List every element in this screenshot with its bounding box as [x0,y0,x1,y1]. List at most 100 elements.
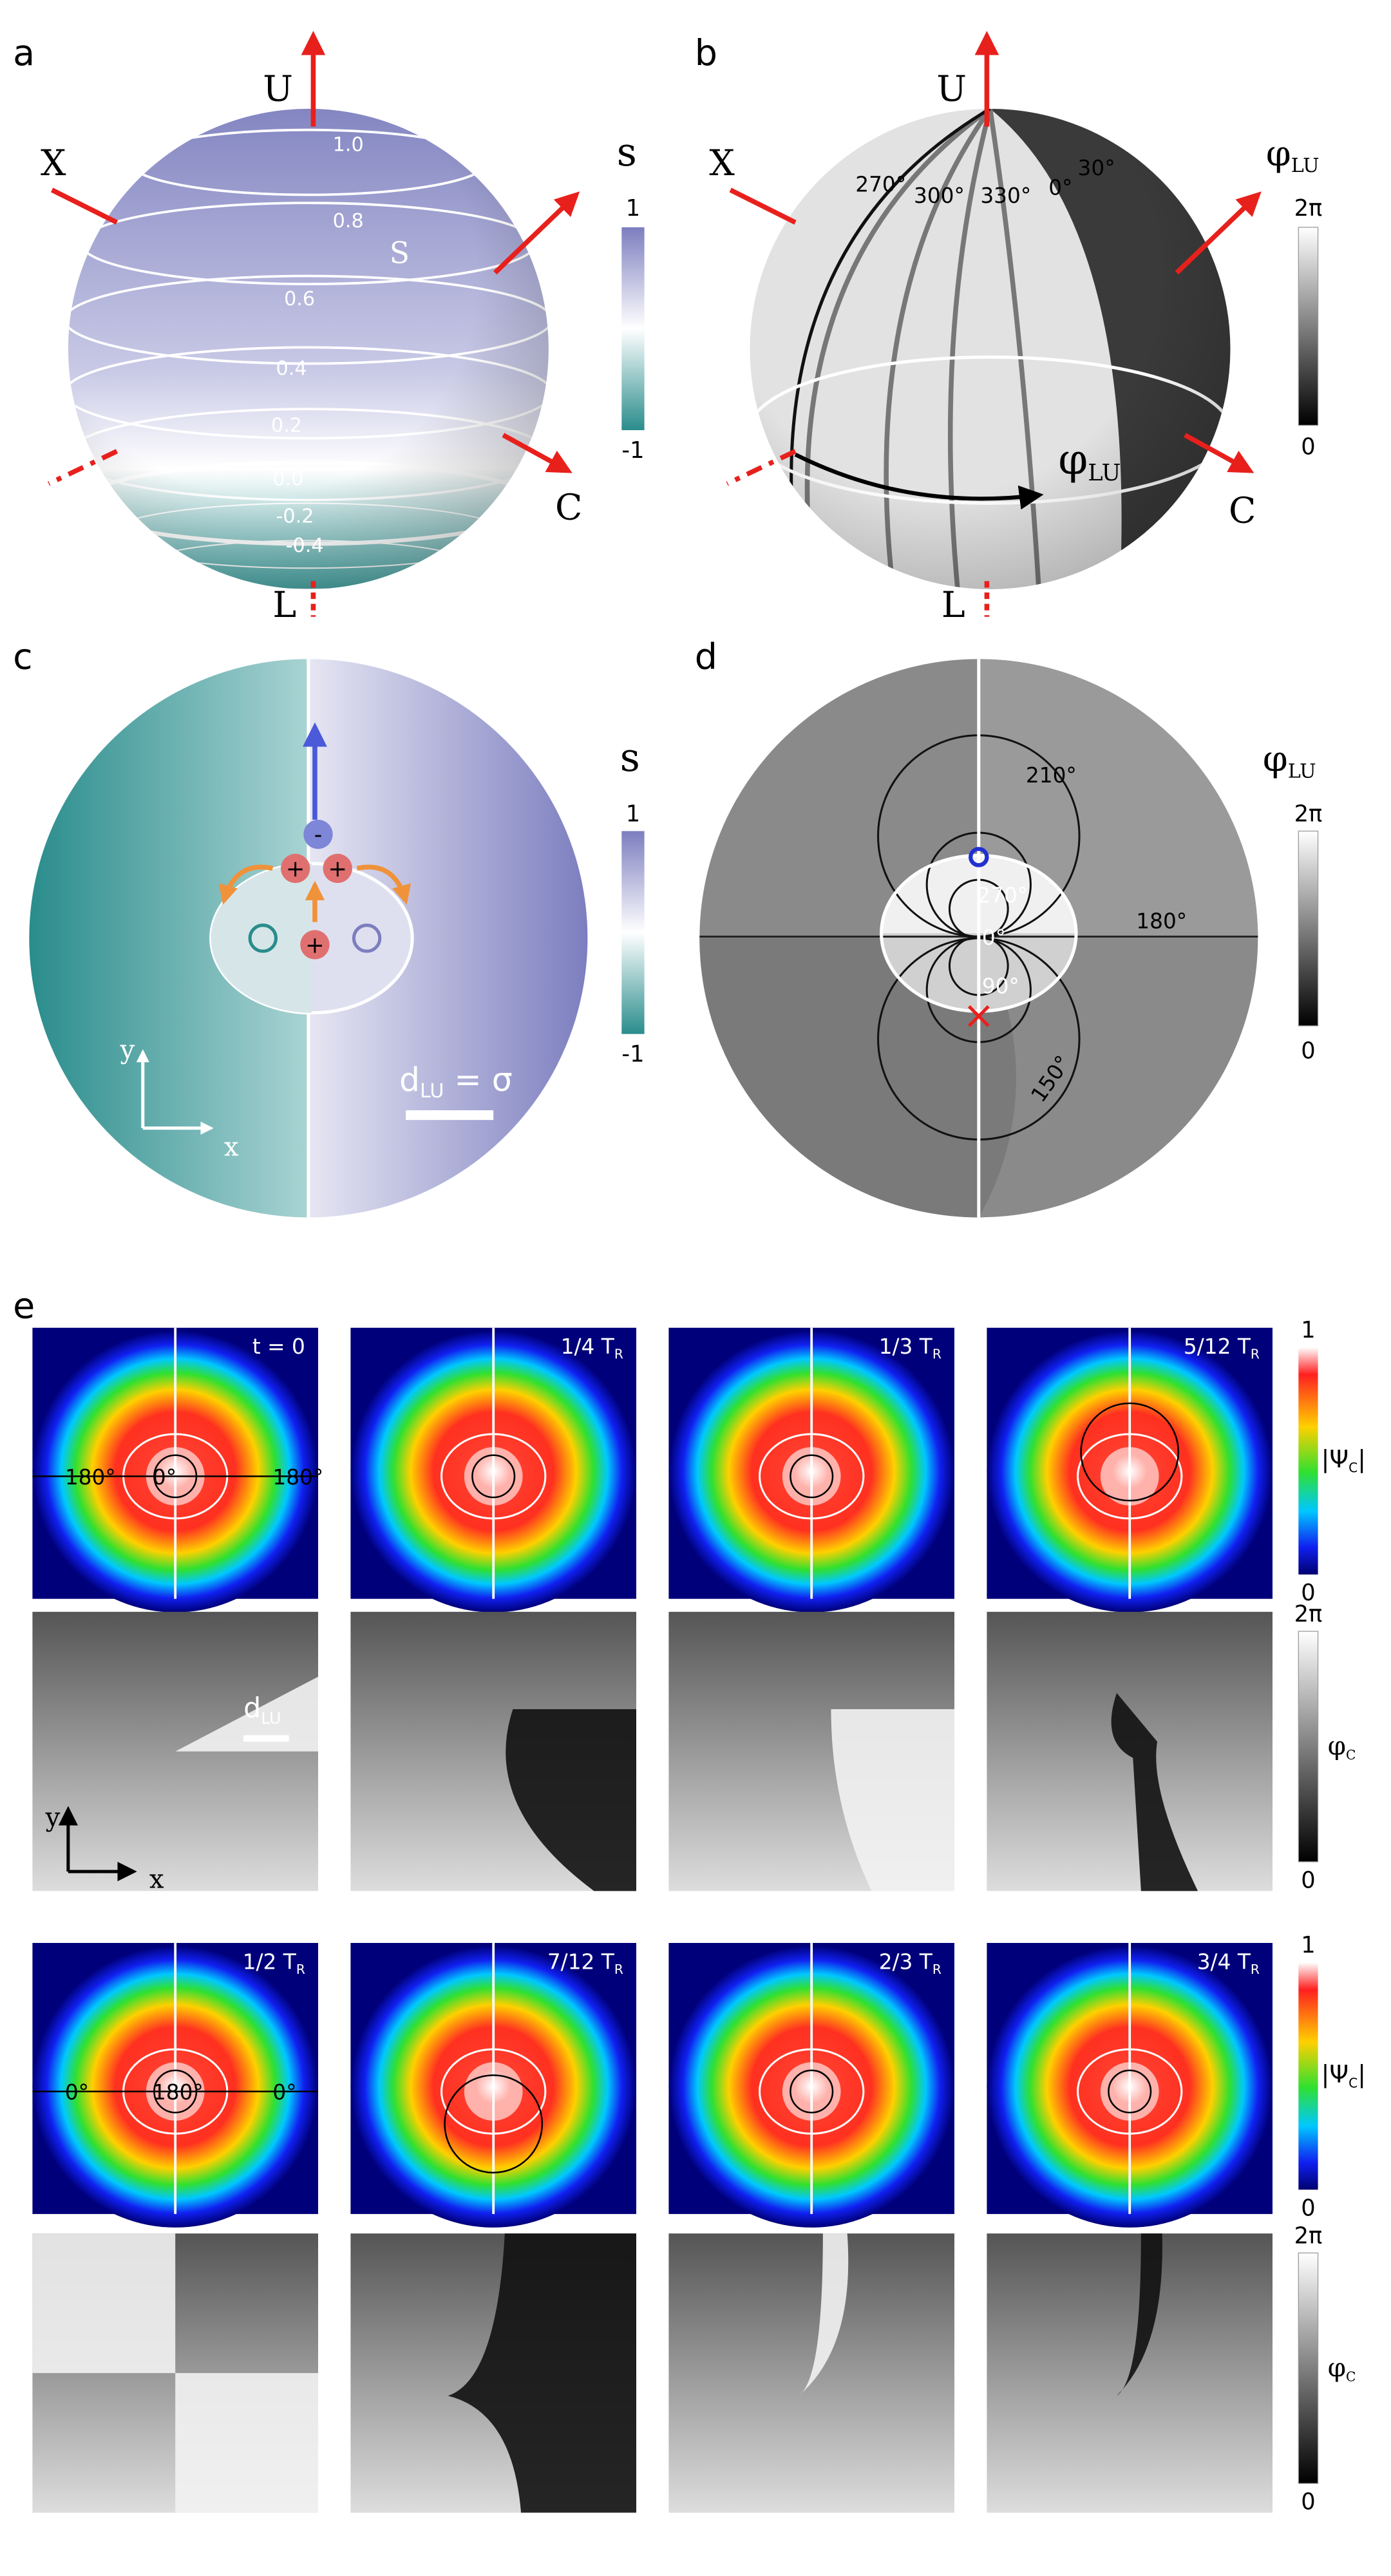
colorbar-max: 1 [1301,1932,1315,1958]
colorbar-symbol: φ [1328,1731,1346,1761]
colorbar-title: s [620,735,640,781]
axis-label: C [1229,491,1256,532]
vortex [352,923,382,953]
arc-sub: LU [1088,460,1121,486]
colorbar-max: 2π [1294,1601,1323,1627]
vortex-x [967,1005,990,1027]
white-contour [759,1433,865,1520]
colorbar-title: φLU [1266,133,1320,177]
angle-label: 180° [153,2080,203,2105]
phase-cut [448,2233,637,2513]
tile: 2/3 TR [668,1942,955,2513]
vortex-o [969,847,989,867]
axis-label: C [555,488,582,529]
contour-label: 0.0 [272,468,303,491]
time-sub: R [296,1962,305,1977]
colorbar-max: 1 [626,195,640,222]
x-label: x [149,1864,164,1894]
panel-label: d [695,636,717,677]
y-label: y [120,1034,135,1065]
phase-arrow [794,452,1044,510]
vortex [248,923,278,953]
scale-symbol: d [243,1692,261,1725]
white-contour [1077,2048,1183,2135]
time-sub: R [614,1962,623,1977]
angle-label: 90° [982,974,1019,999]
panel-a: a U X C L S 1.0 0.8 0.6 0.4 0.2 0.0 -0.2 -0.4 s… [13,30,645,626]
tile: t = 0 180° 0° 180° dLU y x [32,1327,323,1894]
panel-label: b [695,33,717,74]
contour-label: 1.0 [333,133,364,156]
colorbar-sub: LU [1288,760,1316,782]
axis-label: U [263,68,293,109]
angle-label: 270° [855,172,906,196]
charge-sign: + [305,933,325,959]
y-label: y [45,1803,61,1833]
axis-label: X [709,143,735,184]
colorbar [621,831,645,1034]
angle-label: 180° [1136,909,1187,934]
colorbar-sub: C [1348,1460,1358,1475]
angle-label: 300° [914,184,965,208]
time-sub: R [932,1347,942,1362]
tile: 1/4 TR [350,1327,637,1891]
time-label: 1/2 TR [243,1949,305,1977]
x-label: x [224,1132,239,1162]
time-sub: R [1251,1962,1260,1977]
time-label: t = 0 [252,1334,305,1359]
orange-arrow [356,864,412,905]
contour-label: -0.4 [286,535,324,557]
colorbar [1298,1962,1318,2190]
colorbar-max: 2π [1294,195,1323,222]
axis-label: X [41,143,66,184]
colorbar-min: 0 [1301,1580,1315,1606]
contour-label: 0.6 [284,288,315,310]
colorbar [621,227,645,430]
colorbar-min: 0 [1301,2195,1315,2221]
colorbar-symbol: φ [1263,739,1288,780]
time-sub: R [932,1962,942,1977]
time-text: t = 0 [252,1334,305,1359]
scale-rest: = σ [444,1061,512,1099]
panel-c: c - + + + y x dLU = σ s 1 -1 [13,636,645,1218]
arc-label: φLU [1058,435,1121,486]
contour-label: 0.8 [333,210,364,232]
time-label: 3/4 TR [1197,1949,1260,1977]
time-sub: R [614,1347,623,1362]
phase-cut [799,2233,849,2396]
colorbar-min: 0 [1301,434,1315,460]
charge [323,853,352,884]
colorbar-max: 2π [1294,2222,1323,2249]
axes-arrows [726,30,1262,617]
time-text: 1/4 T [561,1334,615,1359]
charge-sign: + [328,856,347,882]
time-text: 2/3 T [879,1949,933,1974]
colorbar-pre: |Ψ [1321,1445,1349,1474]
phase-cut [32,2233,319,2513]
white-contour [1077,1433,1183,1520]
time-text: 1/3 T [879,1334,933,1359]
angle-label: 30° [1078,156,1115,180]
scale-sub: LU [261,1709,281,1728]
black-contour [471,1454,516,1499]
tile: 1/3 TR [668,1327,955,1891]
colorbar-sub: C [1346,2369,1356,2385]
contour-label: 0.4 [276,357,307,380]
time-text: 1/2 T [243,1949,297,1974]
sphere-shade [750,108,1231,589]
time-label: 1/3 TR [879,1334,942,1362]
colorbar [1298,1631,1319,1862]
colorbar [1298,830,1319,1027]
time-text: 3/4 T [1197,1949,1251,1974]
white-contour [759,2048,865,2135]
disk-quadrant [978,659,1258,938]
contour-label: -0.2 [276,506,314,528]
colorbar-sub: C [1348,2075,1358,2090]
colorbar-post: | [1358,1445,1366,1474]
arc-symbol: φ [1058,435,1088,484]
colorbar-title: φC [1328,2353,1356,2385]
time-text: 5/12 T [1184,1334,1251,1359]
colorbar-symbol: φ [1266,133,1291,175]
